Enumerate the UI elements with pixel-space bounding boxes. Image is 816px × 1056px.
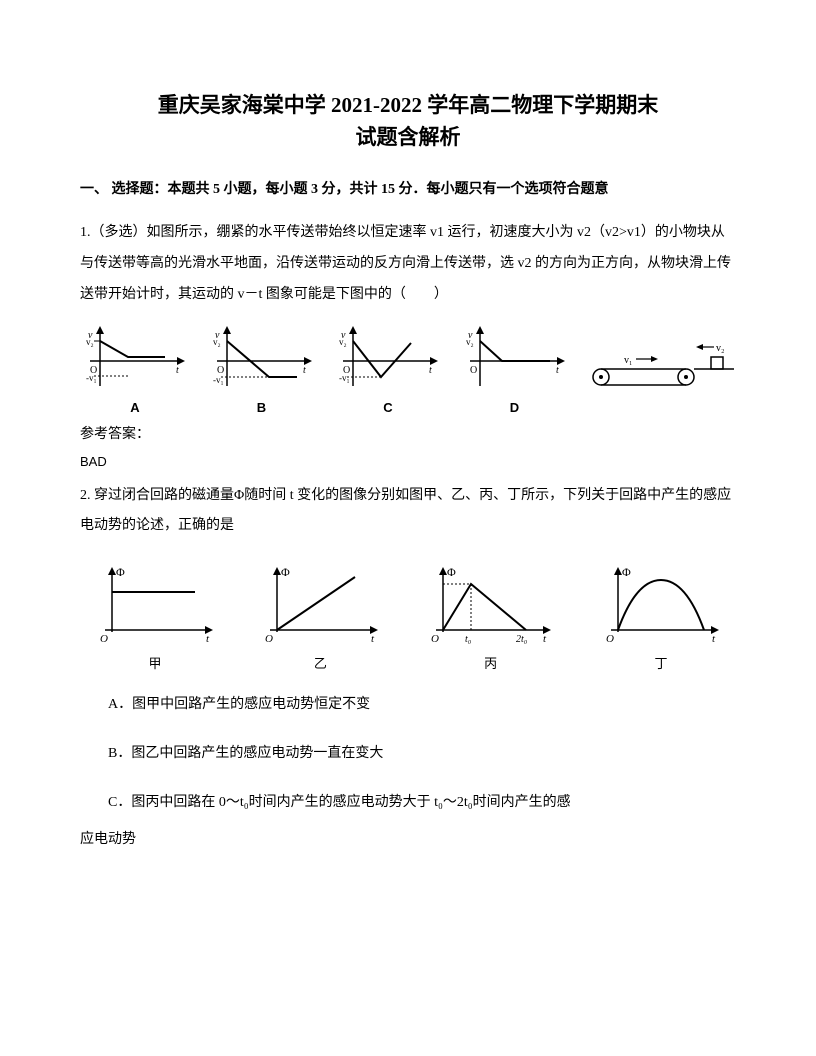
svg-text:v₂: v₂ <box>466 337 474 347</box>
conveyor-diagram: v₁ v₂ <box>586 337 736 415</box>
figure-d: v t O v₂ D <box>460 321 570 415</box>
svg-text:O: O <box>100 633 108 645</box>
svg-text:-v₁: -v₁ <box>86 373 97 383</box>
figure-yi-label: 乙 <box>314 653 327 672</box>
svg-text:O: O <box>470 365 477 376</box>
question-1-text: 1.（多选）如图所示，绷紧的水平传送带始终以恒定速率 v1 运行，初速度大小为 … <box>80 218 736 310</box>
svg-text:t: t <box>712 633 716 645</box>
option-a: A．图甲中回路产生的感应电动势恒定不变 <box>80 690 736 721</box>
q1-answer-value: BAD <box>80 449 736 475</box>
svg-text:t: t <box>556 365 559 376</box>
svg-text:v₂: v₂ <box>213 337 221 347</box>
question-2-text: 2. 穿过闭合回路的磁通量Φ随时间 t 变化的图像分别如图甲、乙、丙、丁所示，下… <box>80 481 736 543</box>
svg-text:t: t <box>543 633 547 645</box>
svg-text:v₁: v₁ <box>624 355 633 366</box>
svg-text:t: t <box>206 633 210 645</box>
figure-ding: Φ t O 丁 <box>596 562 726 672</box>
figure-c: v t O v₂ -v₁ C <box>333 321 443 415</box>
svg-text:v₂: v₂ <box>86 337 94 347</box>
section-1-header: 一、 选择题：本题共 5 小题，每小题 3 分，共计 15 分．每小题只有一个选… <box>80 177 736 202</box>
title-line-2: 试题含解析 <box>80 122 736 154</box>
svg-text:t: t <box>429 365 432 376</box>
svg-text:t: t <box>371 633 375 645</box>
figure-ding-label: 丁 <box>654 653 667 672</box>
q1-answer-label: 参考答案： <box>80 421 736 449</box>
svg-text:v₂: v₂ <box>339 337 347 347</box>
figure-a-label: A <box>130 400 139 415</box>
figure-jia-label: 甲 <box>148 653 161 672</box>
svg-text:Φ: Φ <box>447 565 456 579</box>
svg-text:-v₁: -v₁ <box>339 373 350 383</box>
svg-text:t₀: t₀ <box>465 634 472 645</box>
question-1-figures: v t O v₂ -v₁ A v t O v₂ -v₁ B <box>80 321 736 415</box>
option-c-line2: 应电动势 <box>80 825 736 856</box>
option-b: B．图乙中回路产生的感应电动势一直在变大 <box>80 739 736 770</box>
svg-text:O: O <box>265 633 273 645</box>
title-line-1: 重庆吴家海棠中学 2021-2022 学年高二物理下学期期末 <box>80 90 736 122</box>
svg-text:Φ: Φ <box>281 565 290 579</box>
figure-b-label: B <box>257 400 266 415</box>
option-c-line1: C．图丙中回路在 0～t₀时间内产生的感应电动势大于 t₀～2t₀时间内产生的感 <box>80 788 736 819</box>
figure-c-label: C <box>383 400 392 415</box>
figure-yi: Φ t O 乙 <box>255 562 385 672</box>
svg-text:t: t <box>303 365 306 376</box>
document-title: 重庆吴家海棠中学 2021-2022 学年高二物理下学期期末 试题含解析 <box>80 90 736 153</box>
figure-a: v t O v₂ -v₁ A <box>80 321 190 415</box>
svg-text:v₂: v₂ <box>716 343 725 354</box>
svg-text:2t₀: 2t₀ <box>516 634 528 645</box>
question-2-figures: Φ t O 甲 Φ t O 乙 Φ t O <box>80 562 736 672</box>
figure-bing: Φ t O t₀ 2t₀ 丙 <box>421 562 561 672</box>
figure-jia: Φ t O 甲 <box>90 562 220 672</box>
figure-b: v t O v₂ -v₁ B <box>207 321 317 415</box>
svg-text:O: O <box>606 633 614 645</box>
svg-text:Φ: Φ <box>116 565 125 579</box>
figure-bing-label: 丙 <box>484 653 497 672</box>
svg-text:O: O <box>431 633 439 645</box>
svg-text:Φ: Φ <box>622 565 631 579</box>
figure-d-label: D <box>510 400 519 415</box>
svg-text:t: t <box>176 365 179 376</box>
